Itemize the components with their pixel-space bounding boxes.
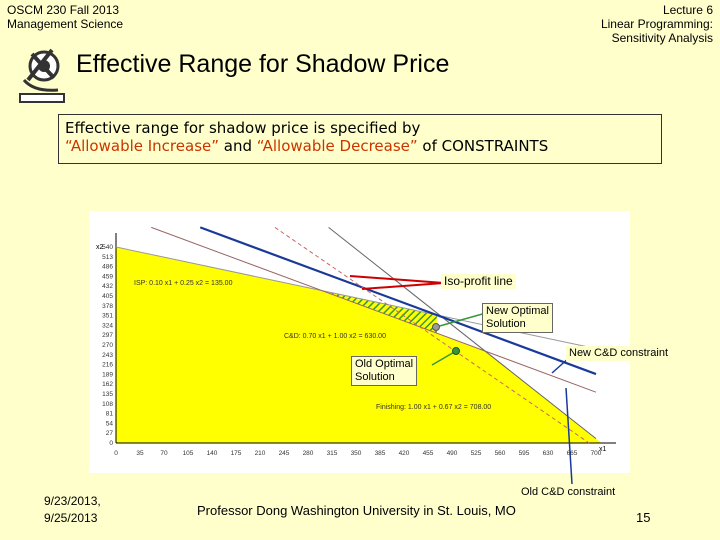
x-tick-label: 35 [136, 450, 144, 457]
series-line-2 [151, 226, 597, 393]
isp-constraint-label: ISP: 0.10 x1 + 0.25 x2 = 135.00 [134, 280, 233, 287]
course-name: OSCM 230 Fall 2013 [7, 3, 120, 17]
isoprofit-arrow-1 [349, 275, 445, 284]
x-tick-label: 315 [327, 450, 338, 457]
x-tick-label: 455 [423, 450, 434, 457]
y-tick-label: 243 [102, 352, 113, 359]
y-tick-label: 216 [102, 362, 113, 369]
x-tick-label: 210 [255, 450, 266, 457]
series-line-5 [274, 226, 590, 444]
x-tick-label: 700 [591, 450, 602, 457]
x-tick-label: 385 [375, 450, 386, 457]
isoprofit-callout: Iso-profit line [441, 274, 516, 289]
x-tick-label: 490 [447, 450, 458, 457]
y-tick-label: 513 [102, 254, 113, 261]
y-tick-label: 324 [102, 322, 113, 329]
new-cd-callout: New C&D constraint [566, 346, 672, 361]
cd-constraint-label: C&D: 0.70 x1 + 1.00 x2 = 630.00 [284, 333, 386, 340]
new-optimal-point [432, 323, 440, 331]
x-axis-name: x1 [599, 446, 607, 453]
x-tick-label: 280 [303, 450, 314, 457]
feasible-region [116, 247, 602, 443]
definition-line-1: Effective range for shadow price is spec… [65, 119, 421, 137]
x-tick-label: 560 [495, 450, 506, 457]
series-line-3 [328, 227, 597, 440]
of-constraints-text: of CONSTRAINTS [417, 137, 549, 155]
new-optimal-line-2: Solution [486, 318, 526, 330]
allowable-decrease-text: “Allowable Decrease” [256, 137, 418, 155]
y-tick-label: 540 [102, 244, 113, 251]
series-line-4 [199, 226, 597, 376]
old-optimal-callout: Old Optimal Solution [351, 356, 418, 386]
finishing-constraint-label: Finishing: 1.00 x1 + 0.67 x2 = 708.00 [376, 404, 491, 411]
lp-chart: 0 35 70 105 140 175 210 245 280 315 350 385 420 455 49… [89, 211, 630, 473]
y-tick-label: 297 [102, 332, 113, 339]
date-line-1: 9/23/2013, [44, 494, 101, 508]
microscope-logo-icon [19, 48, 65, 103]
y-tick-label: 135 [102, 391, 113, 398]
professor-footer: Professor Dong Washington University in … [197, 503, 516, 518]
y-tick-label: 0 [109, 440, 113, 447]
old-optimal-arrow [431, 350, 457, 366]
lecture-dates: 9/23/2013, 9/25/2013 [44, 493, 101, 527]
y-tick-label: 486 [102, 264, 113, 271]
y-tick-label: 189 [102, 371, 113, 378]
x-tick-label: 140 [207, 450, 218, 457]
axis-ticks: 0 35 70 105 140 175 210 245 280 315 350 385 420 455 49… [102, 244, 602, 457]
definition-box: Effective range for shadow price is spec… [58, 114, 662, 164]
new-optimal-arrow [435, 312, 487, 328]
y-tick-label: 81 [106, 411, 114, 418]
old-cd-callout: Old C&D constraint [518, 485, 619, 500]
lecture-header: Lecture 6 Linear Programming: Sensitivit… [601, 3, 713, 45]
new-optimal-callout: New Optimal Solution [482, 303, 553, 333]
x-tick-label: 665 [567, 450, 578, 457]
x-tick-label: 420 [399, 450, 410, 457]
y-tick-label: 378 [102, 303, 113, 310]
y-tick-label: 351 [102, 313, 113, 320]
y-tick-label: 405 [102, 293, 113, 300]
course-header: OSCM 230 Fall 2013 Management Science [7, 3, 123, 31]
old-optimal-line-2: Solution [355, 371, 395, 383]
date-line-2: 9/25/2013 [44, 511, 98, 525]
lecture-topic: Linear Programming: [600, 17, 713, 31]
y-axis-name: x2 [96, 244, 104, 251]
lecture-subtopic: Sensitivity Analysis [611, 31, 713, 45]
x-tick-label: 595 [519, 450, 530, 457]
y-tick-label: 162 [102, 381, 113, 388]
y-tick-label: 54 [106, 420, 114, 427]
allowable-increase-text: “Allowable Increase” [65, 137, 220, 155]
old-optimal-line-1: Old Optimal [355, 358, 414, 370]
x-tick-label: 70 [160, 450, 168, 457]
definition-line-2: “Allowable Increase” and “Allowable Decr… [65, 137, 655, 155]
y-tick-label: 27 [106, 430, 114, 437]
old-optimal-point [452, 347, 460, 355]
y-tick-label: 270 [102, 342, 113, 349]
x-tick-label: 175 [231, 450, 242, 457]
course-subtitle: Management Science [7, 17, 124, 31]
isoprofit-arrow-2 [361, 282, 445, 290]
page-number: 15 [636, 510, 651, 525]
and-text: and [219, 137, 257, 155]
x-tick-label: 350 [351, 450, 362, 457]
new-optimal-line-1: New Optimal [486, 305, 549, 317]
lecture-number: Lecture 6 [662, 3, 713, 17]
slide-title: Effective Range for Shadow Price [76, 50, 450, 78]
x-tick-label: 0 [114, 450, 118, 457]
x-tick-label: 630 [543, 450, 554, 457]
x-tick-label: 525 [471, 450, 482, 457]
y-tick-label: 432 [102, 283, 113, 290]
x-tick-label: 105 [183, 450, 194, 457]
old-cd-arrow [565, 387, 573, 485]
x-tick-label: 245 [279, 450, 290, 457]
y-tick-label: 459 [102, 273, 113, 280]
y-tick-label: 108 [102, 401, 113, 408]
